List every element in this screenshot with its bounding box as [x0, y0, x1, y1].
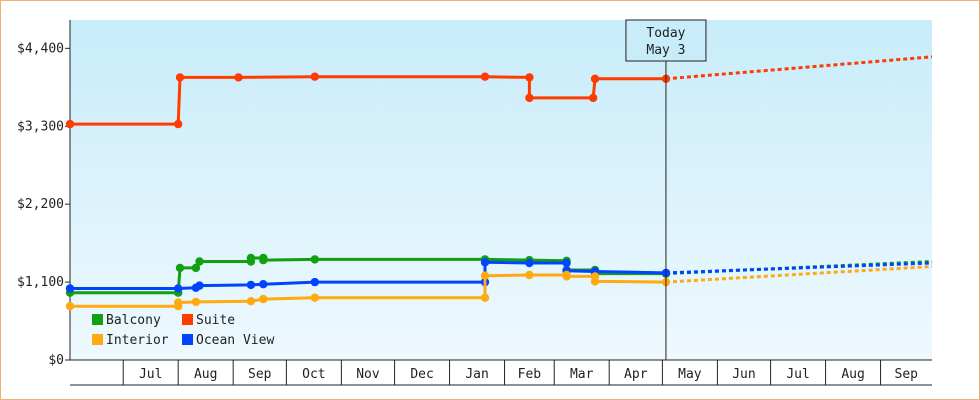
data-point: [589, 93, 598, 103]
plot-background: [70, 20, 932, 360]
data-point: [590, 277, 600, 286]
data-point: [525, 73, 534, 82]
forecast-line: [665, 265, 933, 284]
x-tick-label: Jun: [732, 367, 755, 382]
data-point: [562, 272, 571, 281]
series-interior: [65, 265, 933, 311]
x-tick-label: Mar: [570, 367, 594, 382]
data-point: [174, 298, 183, 307]
data-point: [234, 73, 243, 82]
data-point: [195, 281, 204, 290]
legend-swatch: [182, 314, 193, 325]
legend-label: Balcony: [106, 313, 161, 328]
data-point: [310, 72, 319, 81]
legend-swatch: [92, 334, 103, 345]
x-tick-label: Feb: [518, 367, 542, 382]
x-tick-label: Aug: [841, 367, 864, 382]
legend-item-balcony: Balcony: [92, 313, 161, 328]
data-point: [246, 253, 256, 263]
data-point: [65, 302, 75, 311]
x-tick-label: Sep: [895, 367, 919, 382]
legend-label: Interior: [106, 333, 169, 348]
legend-label: Suite: [196, 313, 235, 328]
x-tick-label: Dec: [410, 367, 433, 382]
y-tick-label: $1,100: [17, 275, 64, 290]
x-tick-label: Nov: [356, 367, 380, 382]
legend-item-interior: Interior: [92, 333, 169, 348]
x-tick-label: Jul: [786, 367, 809, 382]
data-point: [259, 280, 268, 289]
data-point: [525, 93, 534, 103]
legend-swatch: [92, 314, 103, 325]
legend-label: Ocean View: [196, 333, 274, 348]
legend: Balcony Suite Interior Ocean View: [92, 313, 274, 348]
data-point: [525, 258, 534, 268]
data-point: [246, 280, 256, 290]
data-point: [195, 257, 204, 266]
data-point: [191, 297, 201, 307]
series-ocean-view: [65, 258, 933, 293]
data-point: [590, 74, 600, 84]
data-point: [259, 255, 268, 265]
data-point: [310, 277, 319, 287]
data-point: [480, 72, 490, 81]
legend-swatch: [182, 334, 193, 345]
data-point: [175, 73, 185, 82]
data-point: [191, 263, 201, 273]
data-point: [174, 119, 183, 129]
y-axis: $0 $1,100 $2,200 $3,300 $4,400: [17, 20, 71, 368]
x-tick-label: Jul: [139, 367, 162, 382]
today-date: May 3: [646, 43, 685, 58]
x-tick-label: Jan: [465, 367, 488, 382]
data-point: [175, 263, 185, 273]
legend-item-suite: Suite: [182, 313, 235, 328]
data-point: [259, 294, 268, 304]
y-tick-label: $0: [48, 353, 64, 368]
y-tick-label: $3,300: [17, 119, 64, 134]
data-point: [525, 270, 534, 280]
data-point: [310, 255, 319, 264]
x-tick-label: May: [678, 367, 702, 382]
today-box: [625, 19, 707, 62]
series-suite: [65, 55, 933, 129]
x-tick-label: Apr: [624, 367, 648, 382]
today-label: Today: [646, 26, 685, 41]
x-axis: Jul Aug Sep Oct Nov Dec Jan Feb Mar Apr May Jun Jul A…: [70, 359, 932, 386]
data-point: [65, 119, 75, 129]
x-tick-label: Aug: [194, 367, 217, 382]
data-point: [480, 271, 490, 280]
legend-item-ocean-view: Ocean View: [182, 333, 274, 348]
data-point: [480, 293, 490, 302]
data-point: [562, 258, 571, 268]
forecast-line: [665, 261, 933, 275]
y-tick-label: $4,400: [17, 41, 64, 56]
forecast-line: [665, 55, 933, 81]
y-tick-label: $2,200: [17, 197, 64, 212]
today-marker: Today May 3: [625, 19, 707, 360]
x-tick-label: Oct: [302, 367, 325, 382]
data-point: [246, 297, 256, 306]
series-layer: [65, 55, 933, 311]
data-point: [310, 293, 319, 302]
x-tick-label: Sep: [248, 367, 272, 382]
data-point: [65, 284, 75, 293]
data-point: [480, 258, 490, 267]
data-point: [174, 284, 183, 293]
